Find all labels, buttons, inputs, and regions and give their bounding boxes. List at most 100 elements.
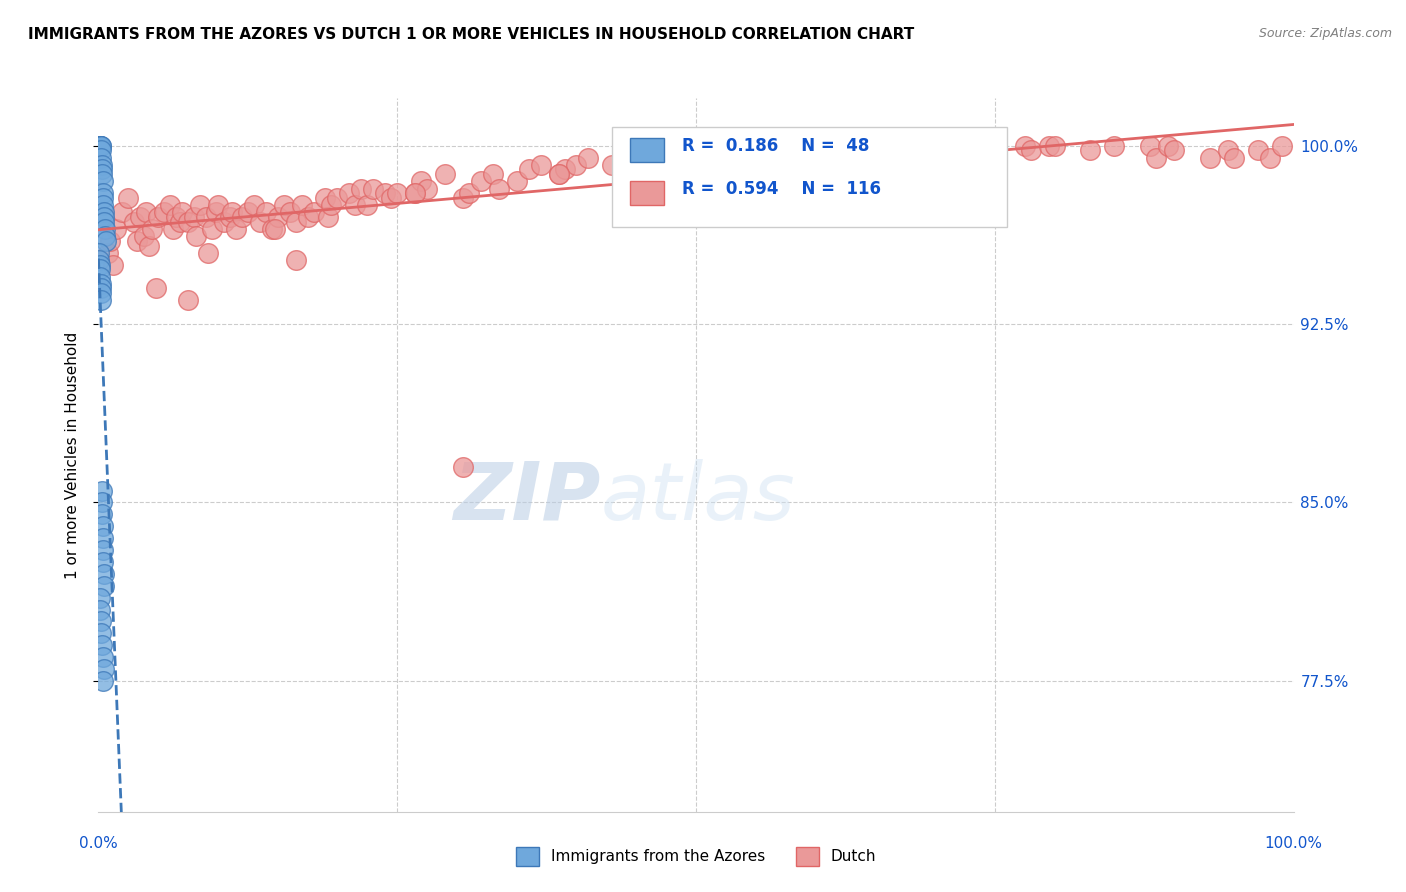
Point: [315, 191, 337, 205]
Point: [93, 210, 115, 224]
Point: [153, 205, 176, 219]
Point: [1102, 138, 1125, 153]
Point: [488, 181, 510, 195]
Point: [374, 186, 396, 201]
Point: [804, 138, 827, 153]
Point: [1222, 151, 1246, 165]
Point: [264, 222, 287, 236]
Point: [93, 555, 115, 569]
Point: [141, 222, 163, 236]
Point: [554, 162, 576, 177]
Point: [125, 234, 148, 248]
Point: [90, 144, 112, 158]
Point: [385, 186, 409, 201]
Point: [1019, 144, 1042, 158]
Point: [221, 205, 243, 219]
Point: [481, 167, 505, 181]
Point: [1198, 151, 1220, 165]
Point: [576, 151, 599, 165]
Point: [105, 222, 128, 236]
Point: [93, 566, 115, 581]
Point: [91, 495, 114, 509]
Point: [93, 222, 115, 236]
Text: R =  0.186    N =  48: R = 0.186 N = 48: [682, 137, 869, 155]
Text: R =  0.594    N =  116: R = 0.594 N = 116: [682, 180, 880, 198]
Point: [356, 198, 378, 212]
Point: [225, 222, 247, 236]
Point: [197, 245, 219, 260]
Point: [89, 258, 111, 272]
Point: [91, 531, 114, 545]
Point: [159, 198, 181, 212]
Point: [685, 144, 707, 158]
Point: [290, 198, 312, 212]
Point: [90, 281, 112, 295]
Point: [165, 210, 187, 224]
Point: [177, 215, 200, 229]
Point: [172, 205, 194, 219]
Point: [183, 210, 205, 224]
Point: [339, 186, 360, 201]
Point: [89, 138, 111, 153]
Point: [91, 186, 114, 201]
Point: [89, 138, 111, 153]
Point: [93, 579, 115, 593]
Point: [98, 234, 122, 248]
Point: [87, 245, 110, 260]
Point: [619, 162, 641, 177]
Point: [900, 138, 922, 153]
Point: [204, 205, 226, 219]
Point: [148, 210, 170, 224]
Point: [243, 198, 266, 212]
FancyBboxPatch shape: [630, 138, 664, 162]
Point: [129, 210, 152, 224]
Point: [254, 205, 277, 219]
Point: [517, 162, 540, 177]
Point: [1163, 144, 1185, 158]
Point: [404, 186, 426, 201]
Point: [1139, 138, 1161, 153]
Text: 0.0%: 0.0%: [79, 836, 118, 850]
Point: [273, 198, 295, 212]
Point: [529, 158, 551, 172]
Point: [882, 138, 904, 153]
Point: [1258, 151, 1281, 165]
Point: [93, 198, 115, 212]
Text: 100.0%: 100.0%: [1264, 836, 1323, 850]
Point: [344, 198, 367, 212]
Point: [565, 158, 588, 172]
Point: [90, 138, 112, 153]
Point: [90, 615, 112, 629]
Point: [89, 138, 111, 153]
Point: [984, 138, 1007, 153]
Legend: Immigrants from the Azores, Dutch: Immigrants from the Azores, Dutch: [509, 841, 883, 871]
Point: [90, 151, 112, 165]
Point: [91, 167, 114, 181]
Point: [751, 144, 773, 158]
Point: [94, 234, 117, 248]
Point: [841, 144, 863, 158]
Point: [1246, 144, 1268, 158]
Point: [111, 205, 134, 219]
Point: [666, 158, 689, 172]
Point: [188, 198, 211, 212]
Point: [918, 138, 941, 153]
Point: [186, 229, 208, 244]
Point: [260, 222, 283, 236]
Point: [138, 238, 160, 252]
Point: [90, 277, 112, 291]
Point: [90, 483, 112, 498]
Text: ZIP: ZIP: [453, 458, 600, 537]
Point: [1014, 138, 1036, 153]
Point: [316, 210, 339, 224]
Point: [89, 138, 111, 153]
Point: [626, 151, 648, 165]
Point: [135, 205, 157, 219]
Point: [613, 151, 636, 165]
Point: [117, 191, 139, 205]
Point: [132, 229, 155, 244]
Point: [194, 210, 218, 224]
Point: [547, 167, 569, 181]
Text: atlas: atlas: [600, 458, 796, 537]
Point: [1271, 138, 1294, 153]
